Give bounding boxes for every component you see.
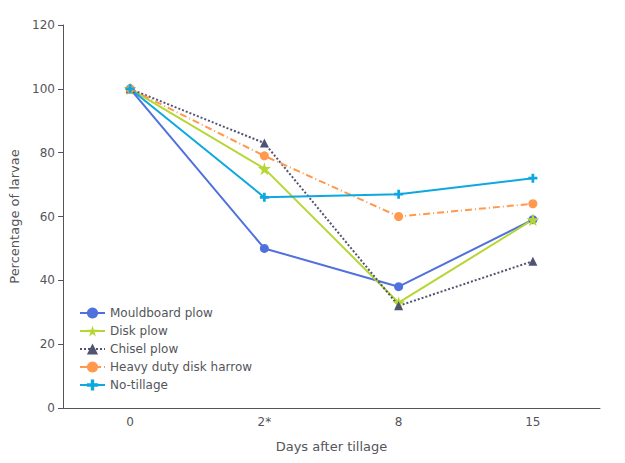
svg-text:0: 0: [126, 415, 134, 429]
svg-text:100: 100: [32, 82, 55, 96]
svg-text:2*: 2*: [258, 415, 272, 429]
svg-text:60: 60: [40, 210, 55, 224]
svg-text:No-tillage: No-tillage: [110, 378, 168, 392]
svg-text:Disk plow: Disk plow: [110, 324, 168, 338]
svg-text:40: 40: [40, 273, 55, 287]
svg-text:15: 15: [525, 415, 540, 429]
svg-text:120: 120: [32, 18, 55, 32]
svg-text:Chisel plow: Chisel plow: [110, 342, 178, 356]
svg-text:Heavy duty disk harrow: Heavy duty disk harrow: [110, 360, 252, 374]
svg-text:20: 20: [40, 337, 55, 351]
svg-text:0: 0: [47, 401, 55, 415]
svg-text:Percentage of larvae: Percentage of larvae: [7, 149, 22, 284]
svg-text:Mouldboard plow: Mouldboard plow: [110, 306, 213, 320]
svg-text:80: 80: [40, 146, 55, 160]
svg-text:Days after tillage: Days after tillage: [276, 439, 388, 454]
svg-text:8: 8: [395, 415, 403, 429]
